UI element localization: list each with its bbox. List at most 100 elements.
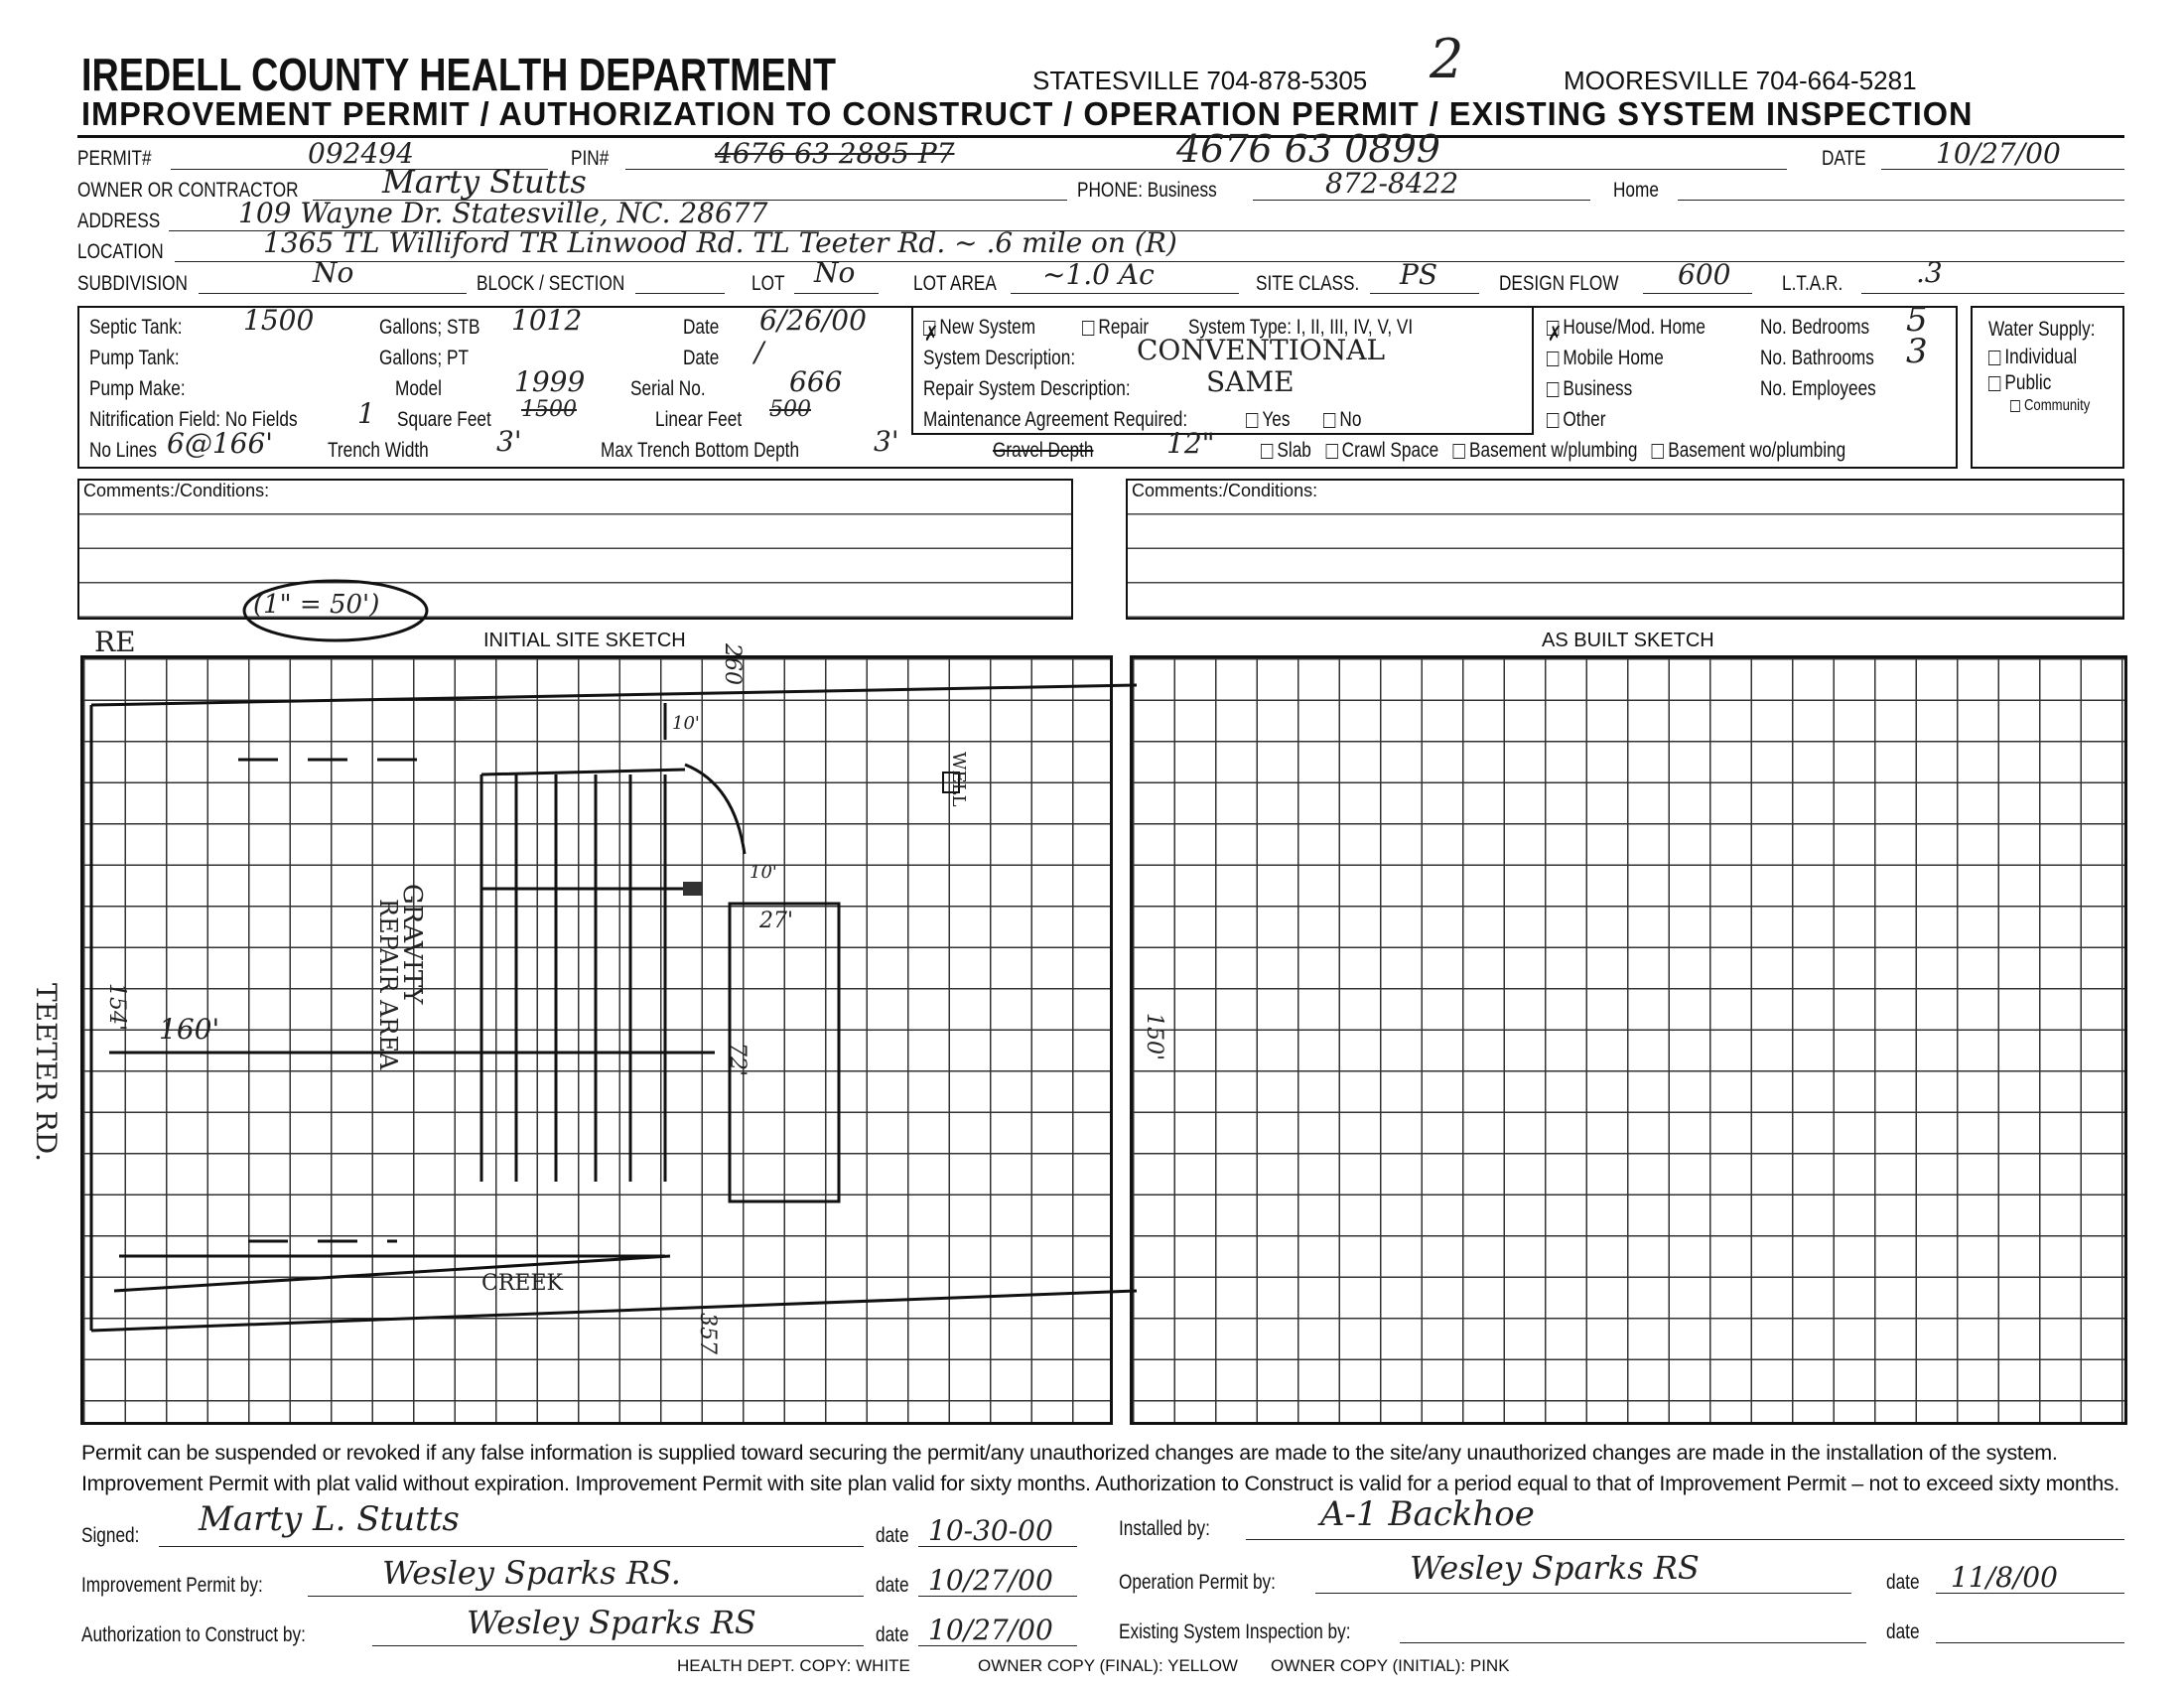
checkbox-checked[interactable]: ✗	[1547, 320, 1563, 346]
teeter-road-label: TEETER RD.	[30, 983, 63, 1163]
maintenance-yes[interactable]: Yes	[1246, 408, 1290, 432]
checkbox[interactable]	[1246, 412, 1259, 428]
bsmt-wo-checkbox[interactable]	[1651, 443, 1665, 459]
serial-value[interactable]: 666	[789, 365, 843, 398]
model-value[interactable]: 1999	[514, 365, 586, 398]
subdivision-label: SUBDIVISION	[77, 272, 189, 295]
maintenance-no[interactable]: No	[1323, 408, 1361, 432]
pump-date[interactable]: /	[754, 336, 764, 368]
pt-label: Gallons; PT	[379, 347, 469, 369]
installer-name[interactable]: A-1 Backhoe	[1320, 1494, 1535, 1534]
other-label: Other	[1563, 408, 1606, 431]
lot-value[interactable]: No	[814, 256, 856, 289]
repair-desc[interactable]: SAME	[1206, 365, 1295, 398]
checkbox-checked[interactable]: ✗	[923, 320, 939, 346]
house-check[interactable]: ✗House/Mod. Home	[1547, 316, 1706, 346]
checkbox[interactable]	[2010, 399, 2020, 412]
new-system-check[interactable]: ✗New System	[923, 316, 1035, 346]
owner-signature[interactable]: Marty L. Stutts	[199, 1499, 460, 1539]
signed-date[interactable]: 10-30-00	[928, 1514, 1053, 1547]
scale-note: (1" = 50')	[253, 590, 380, 620]
operation-signature[interactable]: Wesley Sparks RS	[1410, 1549, 1700, 1587]
operation-date[interactable]: 11/8/00	[1951, 1561, 2058, 1594]
bsmt-w-label: Basement w/plumbing	[1469, 439, 1638, 462]
no-fields[interactable]: 1	[357, 397, 375, 430]
max-depth[interactable]: 3'	[874, 425, 899, 458]
improvement-date[interactable]: 10/27/00	[928, 1564, 1053, 1597]
date-label: DATE	[1822, 147, 1866, 170]
permit-number[interactable]: 092494	[308, 137, 414, 170]
foundation-options: Slab Crawl Space Basement w/plumbing Bas…	[1261, 439, 1845, 463]
property-line-bottom	[90, 1289, 1138, 1333]
comments-asbuilt[interactable]	[1126, 479, 2124, 620]
improvement-label: Improvement Permit by:	[81, 1574, 263, 1597]
septic-date[interactable]: 6/26/00	[759, 304, 867, 337]
subdivision-value[interactable]: No	[313, 256, 354, 289]
checkbox[interactable]	[1082, 320, 1095, 336]
authorization-date[interactable]: 10/27/00	[928, 1614, 1053, 1646]
community-check[interactable]: Community	[2010, 397, 2090, 415]
individual-label: Individual	[2004, 346, 2078, 368]
trench-width[interactable]: 3'	[496, 425, 522, 458]
gravel-label: Gravel Depth	[993, 439, 1094, 462]
improvement-signature[interactable]: Wesley Sparks RS.	[382, 1554, 681, 1592]
design-flow-value[interactable]: 600	[1678, 258, 1731, 291]
septic-gallons[interactable]: 1500	[243, 304, 315, 337]
gravel-depth[interactable]: 12"	[1166, 427, 1215, 460]
asbuilt-sketch-grid[interactable]	[1130, 655, 2127, 1425]
pin-number[interactable]: 4676 63 0899	[1176, 127, 1440, 171]
bedrooms-value[interactable]: 5	[1906, 300, 1928, 340]
location-value[interactable]: 1365 TL Williford TR Linwood Rd. TL Teet…	[263, 226, 1177, 259]
dim-357: 357	[695, 1313, 720, 1354]
site-sketch-drawing	[89, 579, 1138, 1333]
septic-label: Septic Tank:	[89, 316, 183, 339]
checkbox[interactable]	[1547, 351, 1560, 366]
business-phone[interactable]: 872-8422	[1325, 167, 1459, 200]
creek-label: CREEK	[481, 1271, 563, 1296]
re-label: RE	[94, 626, 136, 658]
model-label: Model	[395, 377, 442, 400]
owner-name[interactable]: Marty Stutts	[382, 163, 587, 201]
repair-check[interactable]: Repair	[1082, 316, 1149, 340]
lot-area-value[interactable]: ~1.0 Ac	[1042, 258, 1155, 291]
checkbox[interactable]	[1547, 381, 1560, 397]
permit-date[interactable]: 10/27/00	[1936, 137, 2061, 170]
linear-value[interactable]: 500	[769, 397, 811, 422]
comments-initial[interactable]	[77, 479, 1073, 620]
mobile-check[interactable]: Mobile Home	[1547, 347, 1664, 370]
pump-tank-label: Pump Tank:	[89, 347, 180, 369]
public-check[interactable]: Public	[1988, 371, 2051, 395]
checkbox[interactable]	[1547, 412, 1560, 428]
system-desc[interactable]: CONVENTIONAL	[1137, 334, 1386, 366]
checkbox[interactable]	[1323, 412, 1336, 428]
existing-date-label: date	[1886, 1620, 1920, 1643]
dim-160: 160'	[159, 1013, 220, 1046]
address-label: ADDRESS	[77, 210, 161, 232]
site-class-value[interactable]: PS	[1400, 258, 1438, 291]
bsmt-w-checkbox[interactable]	[1452, 443, 1465, 459]
signed-date-label: date	[876, 1524, 909, 1547]
ltar-value[interactable]: .3	[1916, 256, 1943, 289]
bathrooms-value[interactable]: 3	[1906, 332, 1928, 371]
checkbox[interactable]	[1988, 350, 2001, 365]
stb-value[interactable]: 1012	[511, 304, 583, 337]
dim-72: 72'	[725, 1043, 750, 1077]
serial-label: Serial No.	[630, 377, 706, 400]
address-value[interactable]: 109 Wayne Dr. Statesville, NC. 28677	[238, 197, 768, 229]
other-check[interactable]: Other	[1547, 408, 1605, 432]
checkbox[interactable]	[1988, 375, 2001, 391]
stb-label: Gallons; STB	[379, 316, 480, 339]
bedrooms-label: No. Bedrooms	[1760, 316, 1870, 339]
sqft-value[interactable]: 1500	[521, 397, 577, 422]
individual-check[interactable]: Individual	[1988, 346, 2077, 369]
slab-checkbox[interactable]	[1261, 443, 1274, 459]
employees-label: No. Employees	[1760, 377, 1876, 400]
authorization-signature[interactable]: Wesley Sparks RS	[467, 1604, 756, 1641]
community-label: Community	[2023, 397, 2091, 414]
business-check[interactable]: Business	[1547, 377, 1632, 401]
no-lines[interactable]: 6@166'	[167, 427, 273, 460]
header-rule	[77, 135, 2124, 138]
crawl-checkbox[interactable]	[1325, 443, 1338, 459]
maintenance-label: Maintenance Agreement Required:	[923, 408, 1188, 431]
